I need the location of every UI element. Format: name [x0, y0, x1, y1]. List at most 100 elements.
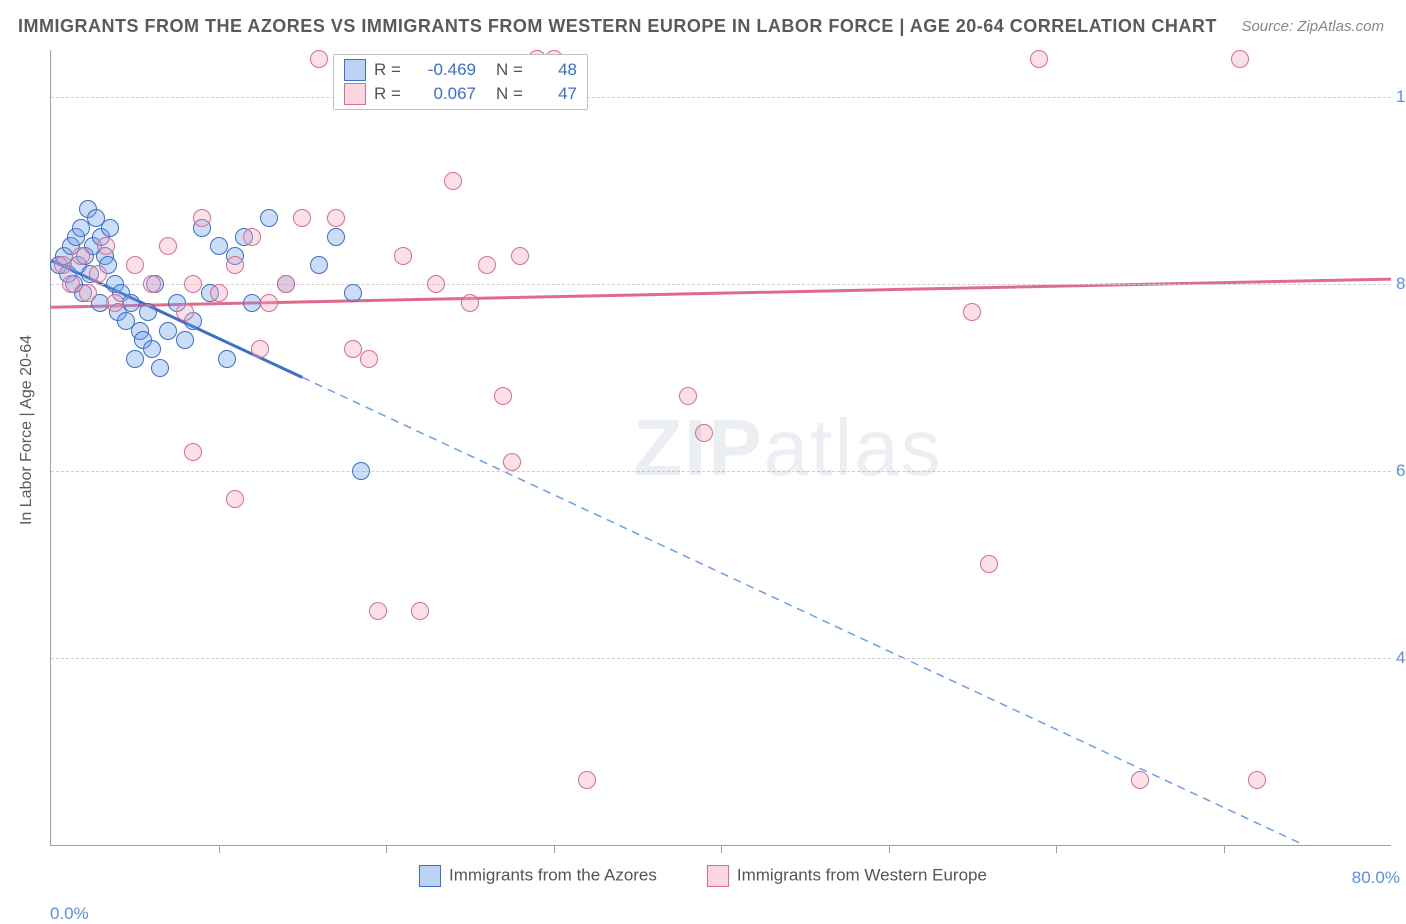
data-point	[980, 555, 998, 573]
legend-n-value: 47	[549, 84, 577, 104]
gridline	[51, 658, 1391, 659]
data-point	[963, 303, 981, 321]
y-axis-label: In Labor Force | Age 20-64	[18, 335, 36, 525]
data-point	[1131, 771, 1149, 789]
x-tick	[889, 845, 890, 853]
data-point	[176, 331, 194, 349]
legend-swatch	[344, 59, 366, 81]
data-point	[79, 284, 97, 302]
watermark: ZIPatlas	[633, 402, 942, 494]
data-point	[159, 322, 177, 340]
data-point	[344, 284, 362, 302]
legend-row: R = 0.067 N = 47	[344, 83, 577, 105]
data-point	[226, 256, 244, 274]
data-point	[54, 256, 72, 274]
data-point	[62, 275, 80, 293]
series-legend: Immigrants from the Azores Immigrants fro…	[0, 865, 1406, 887]
data-point	[1030, 50, 1048, 68]
data-point	[511, 247, 529, 265]
data-point	[122, 294, 140, 312]
y-tick-label: 80.0%	[1396, 274, 1406, 294]
correlation-legend: R = -0.469 N = 48 R = 0.067 N = 47	[333, 54, 588, 110]
data-point	[427, 275, 445, 293]
data-point	[210, 284, 228, 302]
data-point	[352, 462, 370, 480]
data-point	[360, 350, 378, 368]
data-point	[89, 265, 107, 283]
data-point	[72, 247, 90, 265]
legend-n-label: N =	[484, 60, 541, 80]
source-attribution: Source: ZipAtlas.com	[1241, 18, 1384, 35]
scatter-plot-area: ZIPatlas R =-0.469N =48R =0.067N =47 40.…	[50, 50, 1391, 846]
x-tick	[386, 845, 387, 853]
data-point	[310, 256, 328, 274]
series-legend-item: Immigrants from Western Europe	[707, 865, 987, 887]
data-point	[184, 443, 202, 461]
data-point	[679, 387, 697, 405]
data-point	[327, 209, 345, 227]
y-tick-label: 100.0%	[1396, 87, 1406, 107]
legend-swatch	[419, 865, 441, 887]
data-point	[176, 303, 194, 321]
data-point	[461, 294, 479, 312]
series-legend-label: Immigrants from the Azores	[449, 865, 657, 884]
data-point	[394, 247, 412, 265]
y-tick-label: 40.0%	[1396, 648, 1406, 668]
data-point	[251, 340, 269, 358]
gridline	[51, 284, 1391, 285]
x-axis-start-label: 0.0%	[50, 904, 89, 924]
data-point	[260, 209, 278, 227]
x-tick	[554, 845, 555, 853]
data-point	[151, 359, 169, 377]
trend-line	[302, 377, 1324, 845]
data-point	[444, 172, 462, 190]
legend-swatch	[344, 83, 366, 105]
y-tick-label: 60.0%	[1396, 461, 1406, 481]
x-tick	[721, 845, 722, 853]
data-point	[97, 237, 115, 255]
legend-n-label: N =	[484, 84, 541, 104]
data-point	[344, 340, 362, 358]
data-point	[503, 453, 521, 471]
data-point	[184, 275, 202, 293]
data-point	[695, 424, 713, 442]
data-point	[277, 275, 295, 293]
data-point	[260, 294, 278, 312]
data-point	[293, 209, 311, 227]
data-point	[243, 294, 261, 312]
legend-r-value: 0.067	[418, 84, 476, 104]
trend-lines-svg	[51, 50, 1391, 845]
legend-row: R = -0.469 N = 48	[344, 59, 577, 81]
series-legend-label: Immigrants from Western Europe	[737, 865, 987, 884]
legend-r-value: -0.469	[418, 60, 476, 80]
chart-title: IMMIGRANTS FROM THE AZORES VS IMMIGRANTS…	[18, 16, 1217, 37]
data-point	[193, 209, 211, 227]
data-point	[1231, 50, 1249, 68]
data-point	[369, 602, 387, 620]
data-point	[411, 602, 429, 620]
data-point	[143, 340, 161, 358]
data-point	[143, 275, 161, 293]
data-point	[101, 219, 119, 237]
data-point	[139, 303, 157, 321]
legend-n-value: 48	[549, 60, 577, 80]
legend-r-label: R =	[374, 84, 410, 104]
data-point	[106, 294, 124, 312]
data-point	[327, 228, 345, 246]
data-point	[478, 256, 496, 274]
data-point	[243, 228, 261, 246]
data-point	[159, 237, 177, 255]
data-point	[126, 256, 144, 274]
gridline	[51, 471, 1391, 472]
data-point	[494, 387, 512, 405]
legend-r-label: R =	[374, 60, 410, 80]
data-point	[210, 237, 228, 255]
x-tick	[219, 845, 220, 853]
data-point	[1248, 771, 1266, 789]
data-point	[578, 771, 596, 789]
x-tick	[1056, 845, 1057, 853]
data-point	[310, 50, 328, 68]
x-tick	[1224, 845, 1225, 853]
gridline	[51, 97, 1391, 98]
data-point	[226, 490, 244, 508]
